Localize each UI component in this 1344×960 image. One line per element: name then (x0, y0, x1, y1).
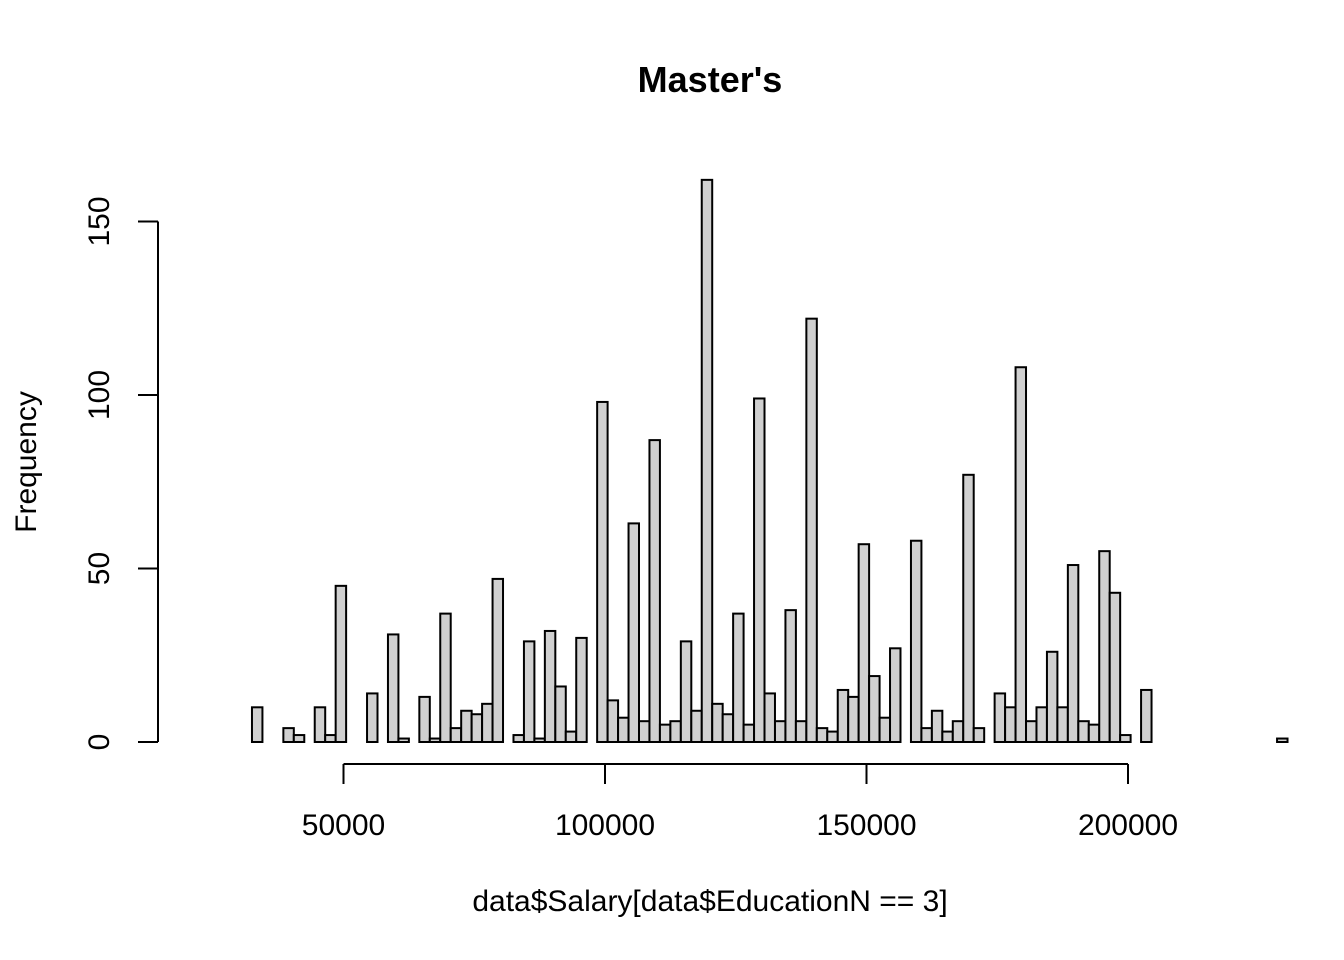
histogram-bar (1077, 720, 1090, 743)
histogram-bar (951, 720, 965, 743)
histogram-bar (669, 720, 682, 743)
histogram-bar (1066, 564, 1080, 744)
histogram-bar (1140, 688, 1153, 744)
histogram-bar (564, 730, 578, 744)
histogram-bar (554, 685, 567, 743)
histogram-bar (1025, 720, 1038, 743)
x-tick-label: 150000 (816, 809, 916, 842)
histogram-bar (1056, 706, 1069, 743)
histogram-bar (334, 584, 348, 743)
histogram-bar (857, 543, 871, 744)
histogram-bar (773, 720, 787, 743)
histogram-bar (742, 723, 756, 744)
histogram-bar (449, 727, 463, 743)
histogram-bar (753, 397, 766, 743)
histogram-bar (941, 730, 954, 744)
histogram-bar (1035, 706, 1048, 743)
histogram-bar (324, 734, 337, 743)
histogram-bar (836, 688, 850, 744)
histogram-bar (993, 692, 1007, 743)
histogram-bar (1108, 591, 1122, 743)
histogram-bar (1014, 366, 1028, 743)
histogram-bar (826, 730, 839, 744)
histogram-bar (690, 709, 703, 744)
histogram-bar (397, 737, 410, 744)
histogram-bar (679, 640, 693, 743)
x-tick-label: 100000 (555, 809, 655, 842)
histogram-bar (606, 699, 620, 743)
histogram-bar (763, 692, 776, 743)
histogram-bar (1276, 737, 1289, 744)
histogram-bar (418, 695, 431, 744)
histogram-bar (909, 539, 923, 743)
histogram-bar (784, 609, 797, 744)
histogram-bar (386, 633, 400, 743)
histogram-bar (627, 522, 640, 744)
histogram-bar (282, 727, 295, 743)
histogram-bar (470, 713, 484, 743)
histogram-bar (292, 734, 306, 743)
histogram-bar (313, 706, 327, 743)
x-axis: 50000 100000 150000 200000 (302, 763, 1178, 842)
histogram-bar (648, 439, 661, 743)
histogram-bar (1087, 723, 1101, 744)
histogram-bar (721, 713, 735, 743)
histogram-bar (460, 709, 473, 744)
histogram-bar (1119, 734, 1132, 743)
x-axis-label: data$Salary[data$EducationN == 3] (472, 885, 947, 918)
histogram-bar (1045, 650, 1059, 744)
histogram-bar (658, 723, 672, 744)
y-tick-label: 50 (83, 552, 116, 585)
histogram-bar (533, 737, 546, 744)
histogram-bar (815, 727, 829, 743)
chart-title: Master's (638, 59, 783, 100)
x-tick-label: 200000 (1078, 809, 1178, 842)
histogram-bar (575, 636, 588, 744)
x-tick-label: 50000 (302, 809, 385, 842)
histogram-bar (794, 720, 808, 743)
y-axis-label: Frequency (10, 391, 43, 533)
histogram-bar (1004, 706, 1017, 743)
histogram-bars (250, 178, 1289, 744)
histogram-bar (250, 706, 264, 743)
histogram-bar (596, 400, 609, 743)
histogram-bar (711, 702, 724, 744)
y-axis: 0 50 100 150 (83, 196, 159, 751)
histogram-bar (847, 695, 860, 744)
histogram-bar (366, 692, 379, 743)
histogram-bar (920, 727, 933, 743)
histogram-bar (491, 577, 505, 743)
histogram-bar (512, 734, 525, 743)
histogram-bar (439, 612, 452, 743)
histogram-bar (889, 647, 902, 743)
histogram-bar (428, 737, 442, 744)
histogram-bar (481, 702, 494, 744)
histogram-bar (962, 473, 975, 743)
y-tick-label: 0 (83, 734, 116, 751)
histogram-bar (638, 720, 651, 743)
histogram-bar (930, 709, 944, 744)
histogram-bar (1098, 550, 1111, 744)
histogram-bar (868, 675, 881, 744)
histogram-bar (617, 716, 630, 744)
histogram-bar (972, 727, 986, 743)
histogram-bar (732, 612, 745, 743)
y-tick-label: 150 (83, 196, 116, 246)
histogram-bar (522, 640, 536, 743)
histogram-bar (700, 178, 714, 744)
histogram-bar (543, 629, 557, 744)
histogram-bar (878, 716, 892, 744)
y-tick-label: 100 (83, 370, 116, 420)
histogram-bar (805, 317, 818, 743)
